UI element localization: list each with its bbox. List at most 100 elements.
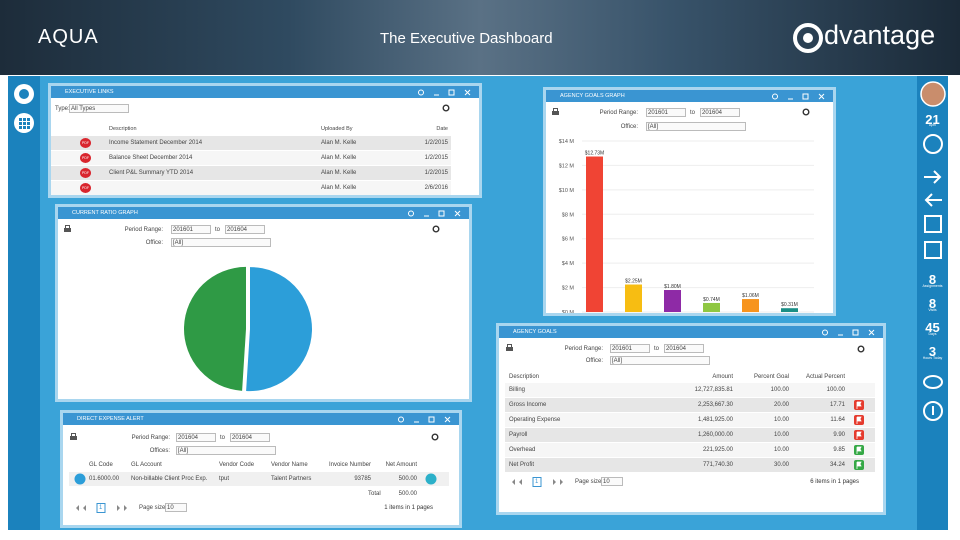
label: Period Range: (131, 435, 170, 441)
input[interactable] (230, 433, 270, 442)
cell: tput (219, 476, 230, 482)
cell: Description (509, 374, 540, 380)
label: Page size: (575, 479, 604, 485)
table-row (505, 428, 875, 442)
y-tick-label: $8 M (562, 212, 575, 218)
label: [All] (173, 240, 184, 246)
cell: Talent Partners (271, 476, 312, 482)
print-icon[interactable] (63, 225, 72, 233)
refresh-icon[interactable] (431, 433, 439, 441)
label: 1 (535, 479, 539, 485)
cell: Billing (509, 387, 526, 393)
y-tick-label: $14 M (559, 139, 575, 145)
cell: GL Account (131, 462, 162, 468)
cell: 771,740.30 (702, 462, 733, 468)
label: 201604 (178, 435, 199, 441)
pie-chart (184, 266, 312, 392)
cell: 9.90 (833, 432, 845, 438)
stat-value: 45 (925, 320, 940, 335)
pdf-icon[interactable]: PDF (80, 138, 91, 148)
logo-text: dvantage (824, 20, 936, 50)
input[interactable] (610, 356, 710, 365)
pdf-icon[interactable]: PDF (80, 168, 91, 178)
pager-buttons[interactable] (73, 503, 133, 513)
label: Office: (145, 240, 163, 246)
input[interactable] (176, 433, 216, 442)
input[interactable] (165, 503, 187, 512)
cell: 100.00 (826, 387, 845, 393)
bar (625, 284, 642, 312)
table-row (505, 458, 875, 472)
cell: Vendor Name (271, 462, 308, 468)
pdf-icon[interactable]: PDF (80, 153, 91, 163)
stat-label: Assignments (922, 284, 943, 288)
y-tick-label: $4 M (562, 261, 575, 267)
left-sidebar (8, 76, 40, 530)
input[interactable] (646, 108, 686, 117)
label: 10 (603, 479, 610, 485)
cell: 20.00 (773, 402, 789, 408)
panel-controls[interactable] (769, 92, 831, 101)
input[interactable] (225, 225, 265, 234)
cell: 93785 (354, 476, 371, 482)
refresh-icon[interactable] (442, 104, 450, 112)
cell: 1/2/2015 (424, 155, 448, 161)
row-icon[interactable] (425, 473, 437, 485)
input[interactable] (69, 104, 129, 113)
table-row (505, 383, 875, 397)
label: Period Range: (564, 346, 603, 352)
brand: AQUA (38, 26, 99, 48)
input[interactable] (664, 344, 704, 353)
agency-goals-panel: AGENCY GOALS Period Range: 201601 to 201604 O… (496, 323, 886, 515)
pdf-icon[interactable]: PDF (80, 183, 91, 193)
cell: Alan M. Kelle (321, 155, 357, 161)
table-row (505, 398, 875, 412)
refresh-icon[interactable] (432, 225, 440, 233)
input[interactable] (700, 108, 740, 117)
executive-links-panel: EXECUTIVE LINKS Type: All Types Description… (48, 83, 482, 198)
cell: 10.00 (773, 447, 789, 453)
panel-controls[interactable] (819, 328, 881, 337)
cell: 500.00 (398, 476, 417, 482)
row-icon[interactable] (74, 473, 86, 485)
input[interactable] (601, 477, 623, 486)
refresh-icon[interactable] (802, 108, 810, 116)
y-tick-label: $6 M (562, 237, 575, 243)
cell: 10.00 (773, 417, 789, 423)
pie-slice (184, 266, 247, 391)
panel-controls[interactable] (395, 415, 457, 424)
input[interactable] (610, 344, 650, 353)
pager-buttons[interactable] (509, 477, 569, 487)
print-icon[interactable] (505, 344, 514, 352)
stat-label: April (928, 123, 936, 127)
label: All Types (71, 106, 96, 112)
cell: 9.85 (833, 447, 845, 453)
direct-expense-panel: DIRECT EXPENSE ALERT Period Range: 201604 t… (60, 410, 462, 528)
sidebar-icons[interactable] (921, 372, 945, 422)
input[interactable] (171, 225, 211, 234)
bar-value-label: $2.25M (625, 279, 642, 285)
label: 201604 (666, 346, 687, 352)
panel-controls[interactable] (405, 209, 467, 218)
cell: Income Statement December 2014 (109, 140, 203, 146)
input[interactable] (171, 238, 271, 247)
avatar[interactable] (920, 81, 946, 107)
print-icon[interactable] (69, 433, 78, 441)
stat-label: Visits (928, 308, 937, 312)
refresh-icon[interactable] (857, 345, 865, 353)
label: 201604 (232, 435, 253, 441)
sidebar-icons[interactable] (11, 82, 37, 142)
label: Total (368, 491, 381, 497)
label: [All] (648, 124, 659, 130)
cell: 100.00 (770, 387, 789, 393)
label: 1 items in 1 pages (384, 505, 433, 511)
input[interactable] (646, 122, 746, 131)
sidebar-icons[interactable] (921, 134, 945, 264)
label: Type: (55, 106, 70, 112)
input[interactable] (176, 446, 276, 455)
panel-controls[interactable] (415, 88, 477, 97)
label: to (654, 346, 660, 352)
bar (781, 308, 798, 312)
cell: Payroll (509, 432, 528, 438)
print-icon[interactable] (551, 108, 560, 116)
